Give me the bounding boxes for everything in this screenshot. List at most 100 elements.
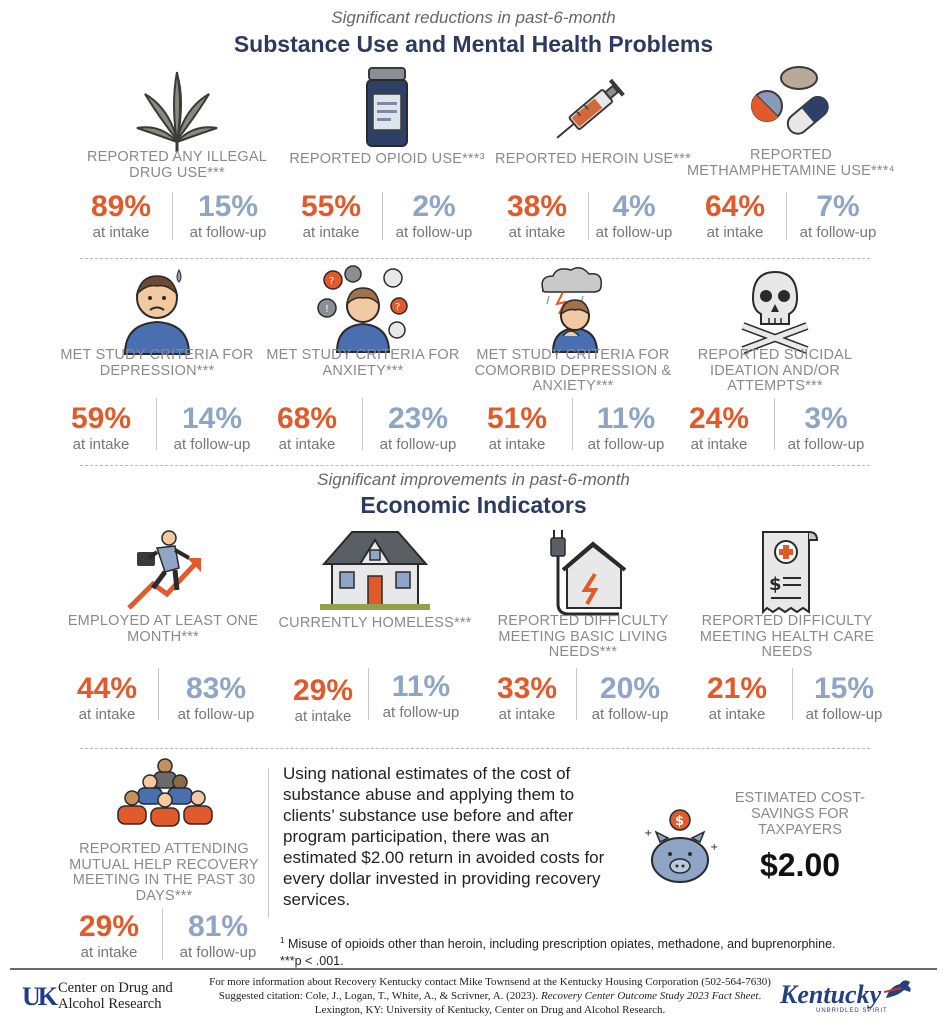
intake-value: 29% <box>292 674 354 707</box>
stat-suicidal-ideation: REPORTED SUICIDAL IDEATION AND/OR ATTEMP… <box>670 262 880 462</box>
org-name-line2: Alcohol Research <box>58 996 162 1012</box>
intake-caption: at intake <box>80 944 138 961</box>
citation-prefix: Suggested citation: Cole, J., Logan, T.,… <box>218 990 541 1002</box>
stat-label: MET STUDY CRITERIA FOR COMORBID DEPRESSI… <box>474 347 672 394</box>
followup-caption: at follow-up <box>382 704 460 721</box>
svg-text:?: ? <box>329 276 334 287</box>
stat-mutual-help: REPORTED ATTENDING MUTUAL HELP RECOVERY … <box>60 756 270 966</box>
intake-value: 44% <box>76 672 138 705</box>
followup-value: 81% <box>187 910 249 943</box>
stat-label: MET STUDY CRITERIA FOR ANXIETY*** <box>266 347 460 379</box>
uk-logo-mark: UK <box>22 982 58 1011</box>
svg-text:+: + <box>644 828 652 839</box>
followup-caption: at follow-up <box>591 706 669 723</box>
intake-value: 21% <box>706 672 768 705</box>
stat-employed: EMPLOYED AT LEAST ONE MONTH*** 44% at int… <box>58 526 268 726</box>
stat-label: EMPLOYED AT LEAST ONE MONTH*** <box>67 613 259 645</box>
intake-value: 29% <box>78 910 140 943</box>
intake-caption: at intake <box>498 706 556 723</box>
stat-basic-living-needs: REPORTED DIFFICULTY MEETING BASIC LIVING… <box>478 526 688 726</box>
followup-caption: at follow-up <box>799 224 877 241</box>
followup-value: 20% <box>599 672 661 705</box>
svg-text:+: + <box>710 842 718 853</box>
org-name-line1: Center on Drug and <box>58 980 173 996</box>
stat-label: REPORTED ANY ILLEGAL DRUG USE*** <box>87 149 267 181</box>
kentucky-tagline: UNBRIDLED SPIRIT <box>816 1008 888 1014</box>
footnote-1-text: Misuse of opioids other than heroin, inc… <box>287 937 836 952</box>
svg-text:?: ? <box>395 302 400 313</box>
footer-citation: Suggested citation: Cole, J., Logan, T.,… <box>200 989 780 1017</box>
intake-value: 55% <box>300 190 362 223</box>
horse-icon <box>884 980 911 998</box>
section2-title: Economic Indicators <box>360 492 587 518</box>
svg-text:!: ! <box>325 304 329 315</box>
footer-rule <box>10 968 937 970</box>
section-divider <box>80 748 870 749</box>
intake-value: 51% <box>486 402 548 435</box>
followup-caption: at follow-up <box>177 706 255 723</box>
return-on-investment-text: Using national estimates of the cost of … <box>283 764 605 909</box>
intake-value: 89% <box>90 190 152 223</box>
intake-value: 59% <box>70 402 132 435</box>
kentucky-logo: Kentucky UNBRIDLED SPIRIT <box>780 978 920 1018</box>
followup-caption: at follow-up <box>189 224 267 241</box>
followup-value: 11% <box>391 670 451 703</box>
followup-caption: at follow-up <box>595 224 673 241</box>
savings-value: $2.00 <box>759 847 841 883</box>
stat-label: REPORTED SUICIDAL IDEATION AND/OR ATTEMP… <box>697 347 853 394</box>
followup-value: 15% <box>197 190 259 223</box>
followup-value: 7% <box>816 190 860 223</box>
section2-subtitle: Significant improvements in past-6-month <box>317 470 630 489</box>
anxious-person-icon: ? ? ! <box>313 264 413 354</box>
stat-label: MET STUDY CRITERIA FOR DEPRESSION*** <box>60 347 254 379</box>
savings-label: ESTIMATED COST-SAVINGS FOR TAXPAYERS <box>734 790 866 838</box>
stat-label: REPORTED ATTENDING MUTUAL HELP RECOVERY … <box>69 841 259 904</box>
intake-value: 68% <box>276 402 338 435</box>
followup-value: 15% <box>813 672 875 705</box>
svg-text:$: $ <box>675 814 684 829</box>
stat-comorbid: MET STUDY CRITERIA FOR COMORBID DEPRESSI… <box>468 262 678 462</box>
group-meeting-icon <box>110 756 220 836</box>
followup-value: 23% <box>387 402 449 435</box>
followup-value: 3% <box>804 402 848 435</box>
footnote-1: 1 Misuse of opioids other than heroin, i… <box>280 932 890 953</box>
medical-bill-icon: $ <box>737 528 837 618</box>
followup-caption: at follow-up <box>587 436 665 453</box>
stat-depression: MET STUDY CRITERIA FOR DEPRESSION*** 59%… <box>52 262 262 462</box>
house-plug-icon <box>533 528 633 618</box>
intake-caption: at intake <box>92 224 150 241</box>
section-divider <box>80 465 870 466</box>
intake-caption: at intake <box>78 706 136 723</box>
svg-text:$: $ <box>769 574 782 595</box>
citation-suffix: . Lexington, KY: University of Kentucky,… <box>314 990 762 1016</box>
stat-label: REPORTED DIFFICULTY MEETING HEALTH CARE … <box>699 613 875 660</box>
stat-heroin-use: REPORTED HEROIN USE*** 38% at intake 4% at… <box>488 62 698 252</box>
followup-value: 83% <box>185 672 247 705</box>
storm-cloud-person-icon <box>523 264 623 354</box>
stat-label: REPORTED HEROIN USE*** <box>495 151 691 167</box>
piggy-bank-icon: $ + + <box>640 806 720 886</box>
businessman-rising-arrow-icon <box>113 528 213 618</box>
intake-caption: at intake <box>488 436 546 453</box>
footer-info: For more information about Recovery Kent… <box>200 975 780 1017</box>
followup-caption: at follow-up <box>395 224 473 241</box>
stat-label: REPORTED OPIOID USE***³ <box>289 151 485 167</box>
section1-title: Substance Use and Mental Health Problems <box>233 31 714 57</box>
footer-contact: For more information about Recovery Kent… <box>209 976 771 988</box>
intake-caption: at intake <box>690 436 748 453</box>
followup-caption: at follow-up <box>787 436 865 453</box>
syringe-icon <box>543 64 643 154</box>
kentucky-wordmark: Kentucky <box>780 980 882 1009</box>
citation-title: Recovery Center Outcome Study 2023 Fact … <box>540 990 759 1002</box>
uk-cdar-logo: UK Center on Drug and Alcohol Research <box>22 980 192 1014</box>
intake-value: 64% <box>704 190 766 223</box>
intake-value: 33% <box>496 672 558 705</box>
intake-caption: at intake <box>302 224 360 241</box>
stat-homeless: CURRENTLY HOMELESS*** 29% at intake 11% at… <box>270 526 480 726</box>
intake-value: 24% <box>688 402 750 435</box>
followup-value: 11% <box>596 402 656 435</box>
stat-illegal-drug-use: REPORTED ANY ILLEGAL DRUG USE*** 89% at i… <box>72 62 282 252</box>
sad-person-icon <box>107 266 207 356</box>
cannabis-leaf-icon <box>127 64 227 154</box>
followup-value: 2% <box>412 190 456 223</box>
